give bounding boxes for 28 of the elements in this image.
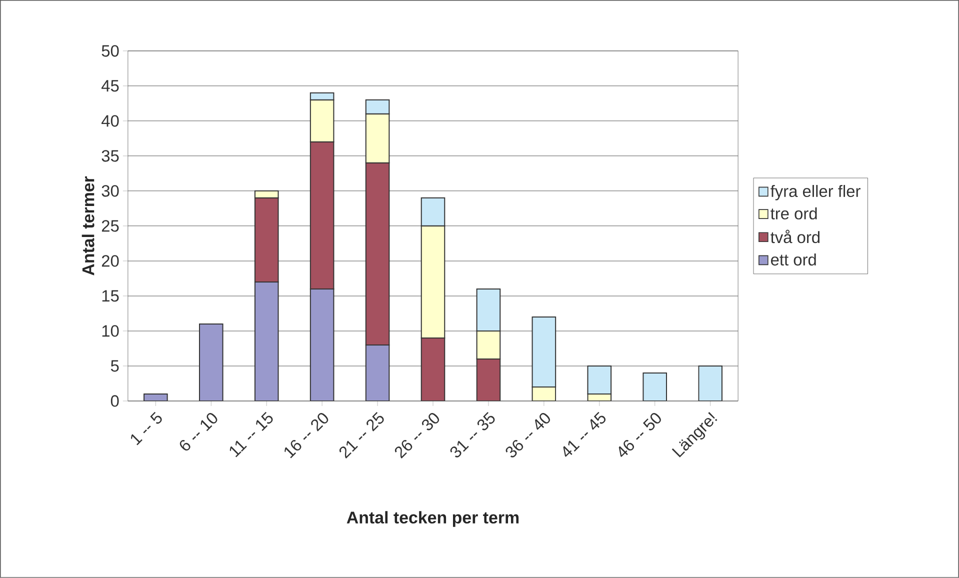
y-tick-label: 45: [102, 80, 119, 92]
y-axis-title: Antal termer: [82, 176, 94, 276]
y-tick-label: 15: [102, 290, 119, 302]
x-tick-label: 1 -- 5: [130, 412, 162, 446]
legend-label: fyra eller fler: [770, 185, 860, 200]
y-tick-label: 25: [102, 220, 119, 232]
x-tick-label: 16 -- 20: [284, 413, 328, 458]
legend-label: två ord: [770, 230, 820, 244]
y-tick-label: 30: [102, 185, 119, 197]
y-tick-label: 0: [110, 395, 119, 407]
x-tick-label: 31 -- 35: [450, 412, 495, 458]
x-tick-label: 46 -- 50: [618, 413, 661, 458]
x-tick-label: 26 -- 30: [394, 413, 440, 459]
x-axis-title: Antal tecken per term: [346, 511, 519, 527]
y-tick-label: 10: [102, 325, 119, 337]
x-tick-label: 11 -- 15: [230, 412, 273, 458]
x-tick-label: 41 -- 45: [563, 412, 606, 457]
y-tick-label: 35: [102, 150, 119, 162]
x-tick-label: 36 -- 40: [506, 413, 550, 458]
y-tick-label: 40: [102, 115, 119, 127]
y-tick-label: 5: [110, 360, 119, 372]
legend-label: ett ord: [771, 254, 816, 266]
legend-label: tre ord: [770, 207, 817, 220]
x-tick-label: 6 -- 10: [180, 413, 218, 451]
bar: [144, 394, 168, 402]
y-tick-label: 20: [102, 255, 119, 267]
x-tick-label: 21 -- 25: [339, 412, 384, 459]
y-tick-label: 50: [102, 45, 119, 57]
